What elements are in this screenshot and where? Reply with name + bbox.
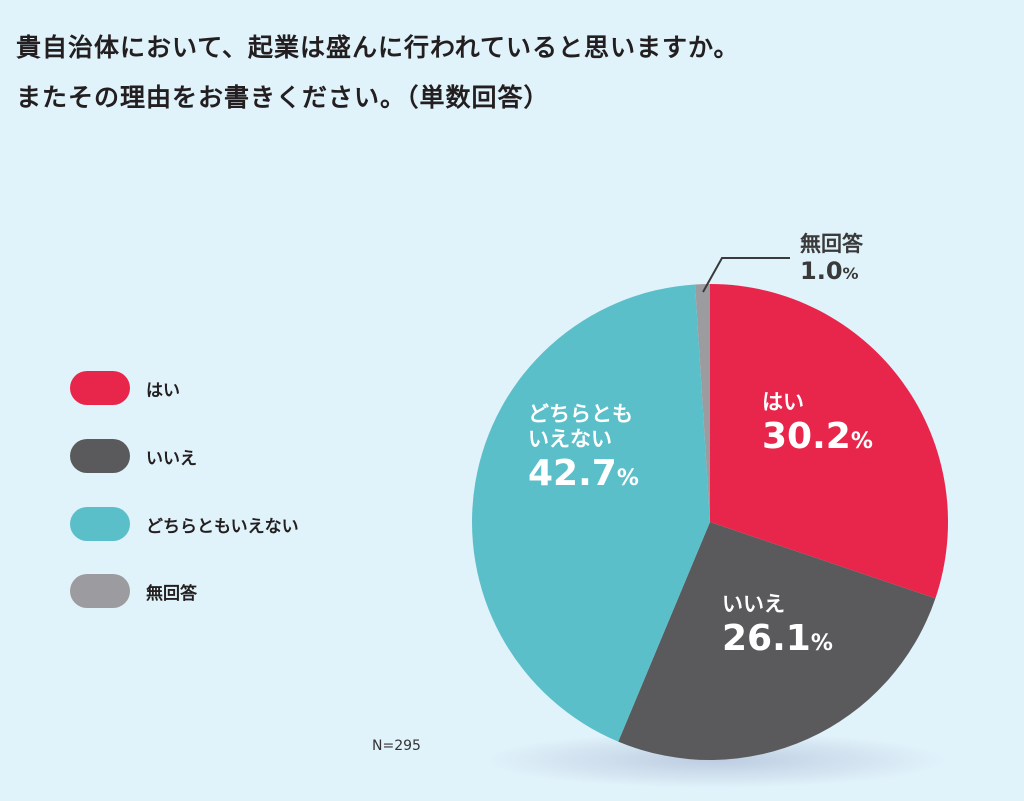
legend-item-no: いいえ [70,438,197,474]
sample-size-note: N=295 [372,738,421,754]
legend-swatch-neither [70,507,130,541]
pie-slice-no-answer [695,284,710,522]
slice-label-name: いえない [528,427,612,452]
pie-slice-yes [710,284,949,599]
slice-label-value: 42.7% [528,453,639,495]
pie-slice-no [618,522,936,761]
legend-swatch-yes [70,371,130,405]
legend-item-yes: はい [70,370,180,406]
pie-shadow [485,732,945,788]
slice-label-name: いいえ [722,592,785,616]
legend-label: いいえ [146,448,197,469]
chart-title-line-1: 貴自治体において、起業は盛んに行われていると思いますか。 [16,33,740,62]
slice-label-neither: どちらとも いえない 42.7% [528,402,639,496]
legend-item-no-answer: 無回答 [70,573,197,609]
legend-label: 無回答 [146,583,197,604]
legend-item-neither: どちらともいえない [70,506,299,542]
slice-label-yes: はい 30.2% [762,390,873,458]
legend-label: はい [146,380,180,401]
legend-swatch-no [70,439,130,473]
chart-title-line-2: またその理由をお書きください。（単数回答） [16,83,550,112]
slice-label-no-answer: 無回答 1.0% [800,232,863,286]
slice-label-name: 無回答 [800,232,863,256]
legend-label: どちらともいえない [146,516,299,537]
slice-label-name: どちらとも [528,402,633,426]
slice-label-no: いいえ 26.1% [722,592,833,660]
no-answer-leader-line [702,257,790,293]
pie-slice-neither [471,284,710,742]
legend-swatch-no-answer [70,574,130,608]
slice-label-value: 1.0% [800,257,859,286]
slice-label-value: 30.2% [762,416,873,458]
slice-label-name: はい [762,390,804,414]
slice-label-value: 26.1% [722,618,833,660]
